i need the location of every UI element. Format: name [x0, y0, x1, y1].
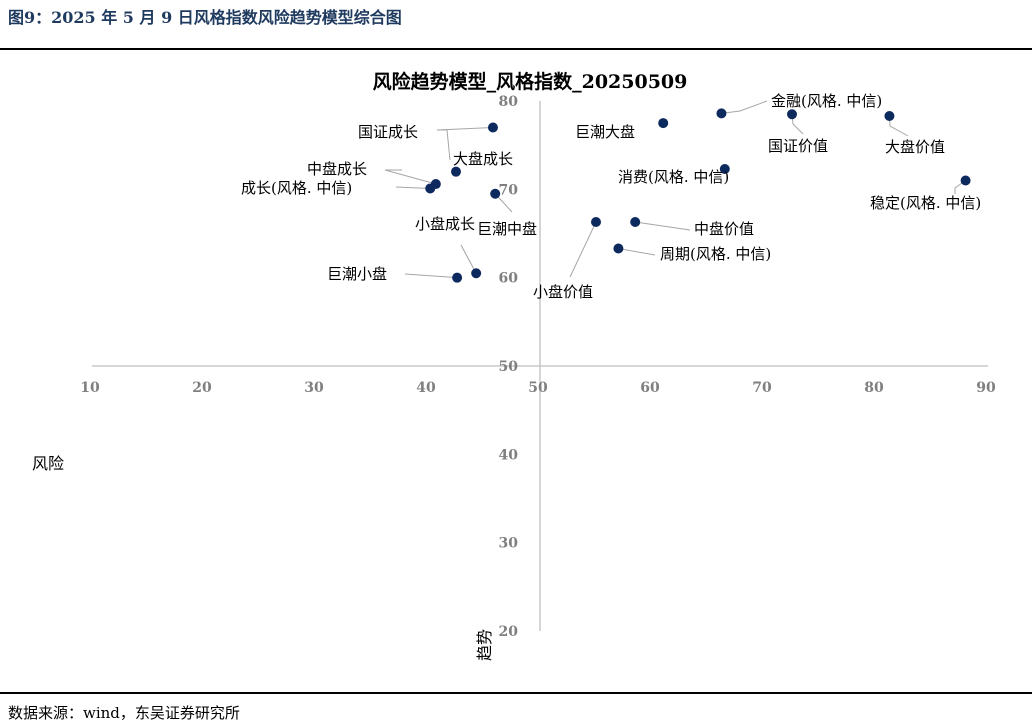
leader-line	[404, 273, 458, 279]
x-tick-label: 90	[976, 380, 996, 396]
chart-title: 风险趋势模型_风格指数_20250509	[373, 70, 688, 93]
data-point	[425, 183, 436, 194]
point-label: 巨潮大盘	[575, 123, 635, 141]
point-label: 小盘成长	[415, 215, 475, 233]
data-point	[613, 243, 624, 254]
leader-line	[436, 127, 493, 161]
data-point	[490, 188, 501, 199]
point-label: 大盘成长	[453, 150, 513, 168]
y-tick-label: 80	[499, 94, 519, 110]
point-label: 金融(风格. 中信)	[771, 92, 882, 110]
leader-line	[618, 248, 656, 256]
data-point	[960, 175, 971, 186]
x-tick-label: 70	[752, 380, 772, 396]
leader-line	[721, 100, 768, 114]
y-tick-label: 30	[499, 536, 519, 552]
figure-caption: 图9：2025 年 5 月 9 日风格指数风险趋势模型综合图	[8, 8, 402, 27]
y-tick-label: 50	[499, 359, 519, 375]
point-label: 成长(风格. 中信)	[241, 179, 352, 197]
axes: 10 20 30 40 50 60 70 80 90 80 70 60 50 40 30 20	[80, 94, 996, 640]
y-tick-label: 70	[499, 182, 519, 198]
leader-line	[395, 186, 431, 189]
y-tick-label: 60	[499, 271, 519, 287]
data-point	[658, 118, 669, 129]
data-points	[425, 108, 971, 283]
top-rule	[0, 48, 1032, 50]
point-label: 小盘价值	[533, 283, 593, 301]
x-tick-label: 50	[528, 380, 548, 396]
x-tick-label: 10	[80, 380, 100, 396]
point-label: 周期(风格. 中信)	[660, 245, 771, 263]
scatter-chart: 风险趋势模型_风格指数_20250509 10 20 30 40 50 60 70 80 90 8…	[32, 70, 996, 661]
bottom-rule	[0, 692, 1032, 694]
y-tick-label: 20	[499, 624, 519, 640]
data-point	[451, 166, 461, 177]
x-tick-label: 20	[192, 380, 212, 396]
leader-line	[635, 221, 691, 231]
leader-line	[569, 221, 597, 278]
point-label: 国证成长	[358, 123, 418, 141]
x-tick-label: 40	[416, 380, 436, 396]
point-label: 中盘成长	[307, 160, 367, 178]
y-axis-title: 趋势	[475, 629, 494, 661]
data-point	[884, 111, 895, 122]
point-label: 消费(风格. 中信)	[618, 168, 729, 186]
point-label: 巨潮中盘	[477, 220, 537, 238]
point-label: 巨潮小盘	[327, 265, 387, 283]
point-label: 国证价值	[768, 137, 828, 155]
data-point	[471, 268, 482, 279]
data-point	[452, 272, 463, 283]
point-label: 稳定(风格. 中信)	[870, 194, 981, 212]
data-point	[487, 122, 498, 133]
data-point	[630, 217, 641, 228]
x-tick-label: 80	[864, 380, 884, 396]
point-label: 大盘价值	[885, 138, 945, 156]
x-tick-label: 30	[304, 380, 324, 396]
x-axis-title: 风险	[32, 454, 64, 473]
source-note: 数据来源：wind，东吴证券研究所	[8, 704, 240, 722]
data-point	[719, 164, 730, 175]
x-tick-label: 60	[640, 380, 660, 396]
data-point	[591, 217, 601, 228]
data-point	[787, 109, 797, 120]
y-tick-label: 40	[499, 447, 519, 463]
point-label: 中盘价值	[694, 220, 754, 238]
leader-line	[460, 244, 477, 274]
data-point	[716, 108, 727, 119]
leader-line	[384, 169, 436, 185]
